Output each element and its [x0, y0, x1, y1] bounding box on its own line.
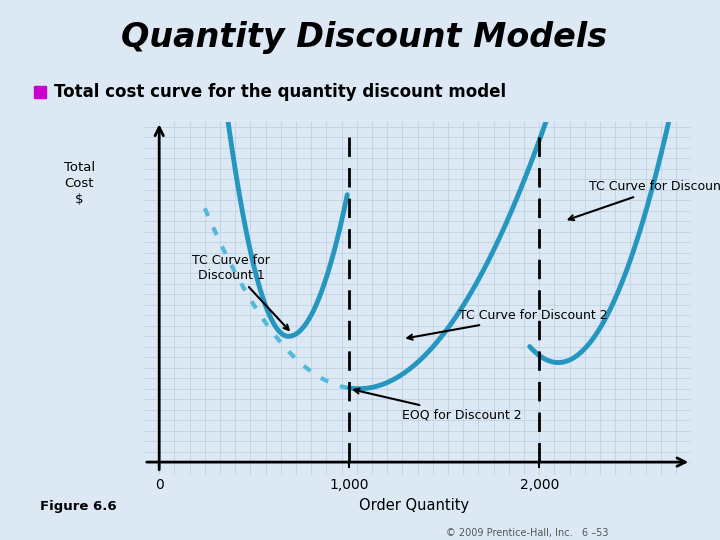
Text: © 2009 Prentice-Hall, Inc.   6 –53: © 2009 Prentice-Hall, Inc. 6 –53	[446, 528, 609, 538]
Text: TC Curve for Discount 2: TC Curve for Discount 2	[408, 309, 608, 340]
Text: 1,000: 1,000	[330, 478, 369, 492]
Text: TC Curve for Discount 3: TC Curve for Discount 3	[569, 180, 720, 220]
Text: TC Curve for
Discount 1: TC Curve for Discount 1	[192, 254, 289, 330]
Text: Total cost curve for the quantity discount model: Total cost curve for the quantity discou…	[54, 83, 506, 102]
Text: 0: 0	[155, 478, 163, 492]
Text: 2,000: 2,000	[520, 478, 559, 492]
Text: EOQ for Discount 2: EOQ for Discount 2	[354, 389, 522, 421]
Text: Order Quantity: Order Quantity	[359, 498, 469, 514]
Text: Total
Cost
$: Total Cost $	[64, 161, 95, 206]
Text: Figure 6.6: Figure 6.6	[40, 500, 116, 514]
Text: Quantity Discount Models: Quantity Discount Models	[120, 21, 607, 54]
